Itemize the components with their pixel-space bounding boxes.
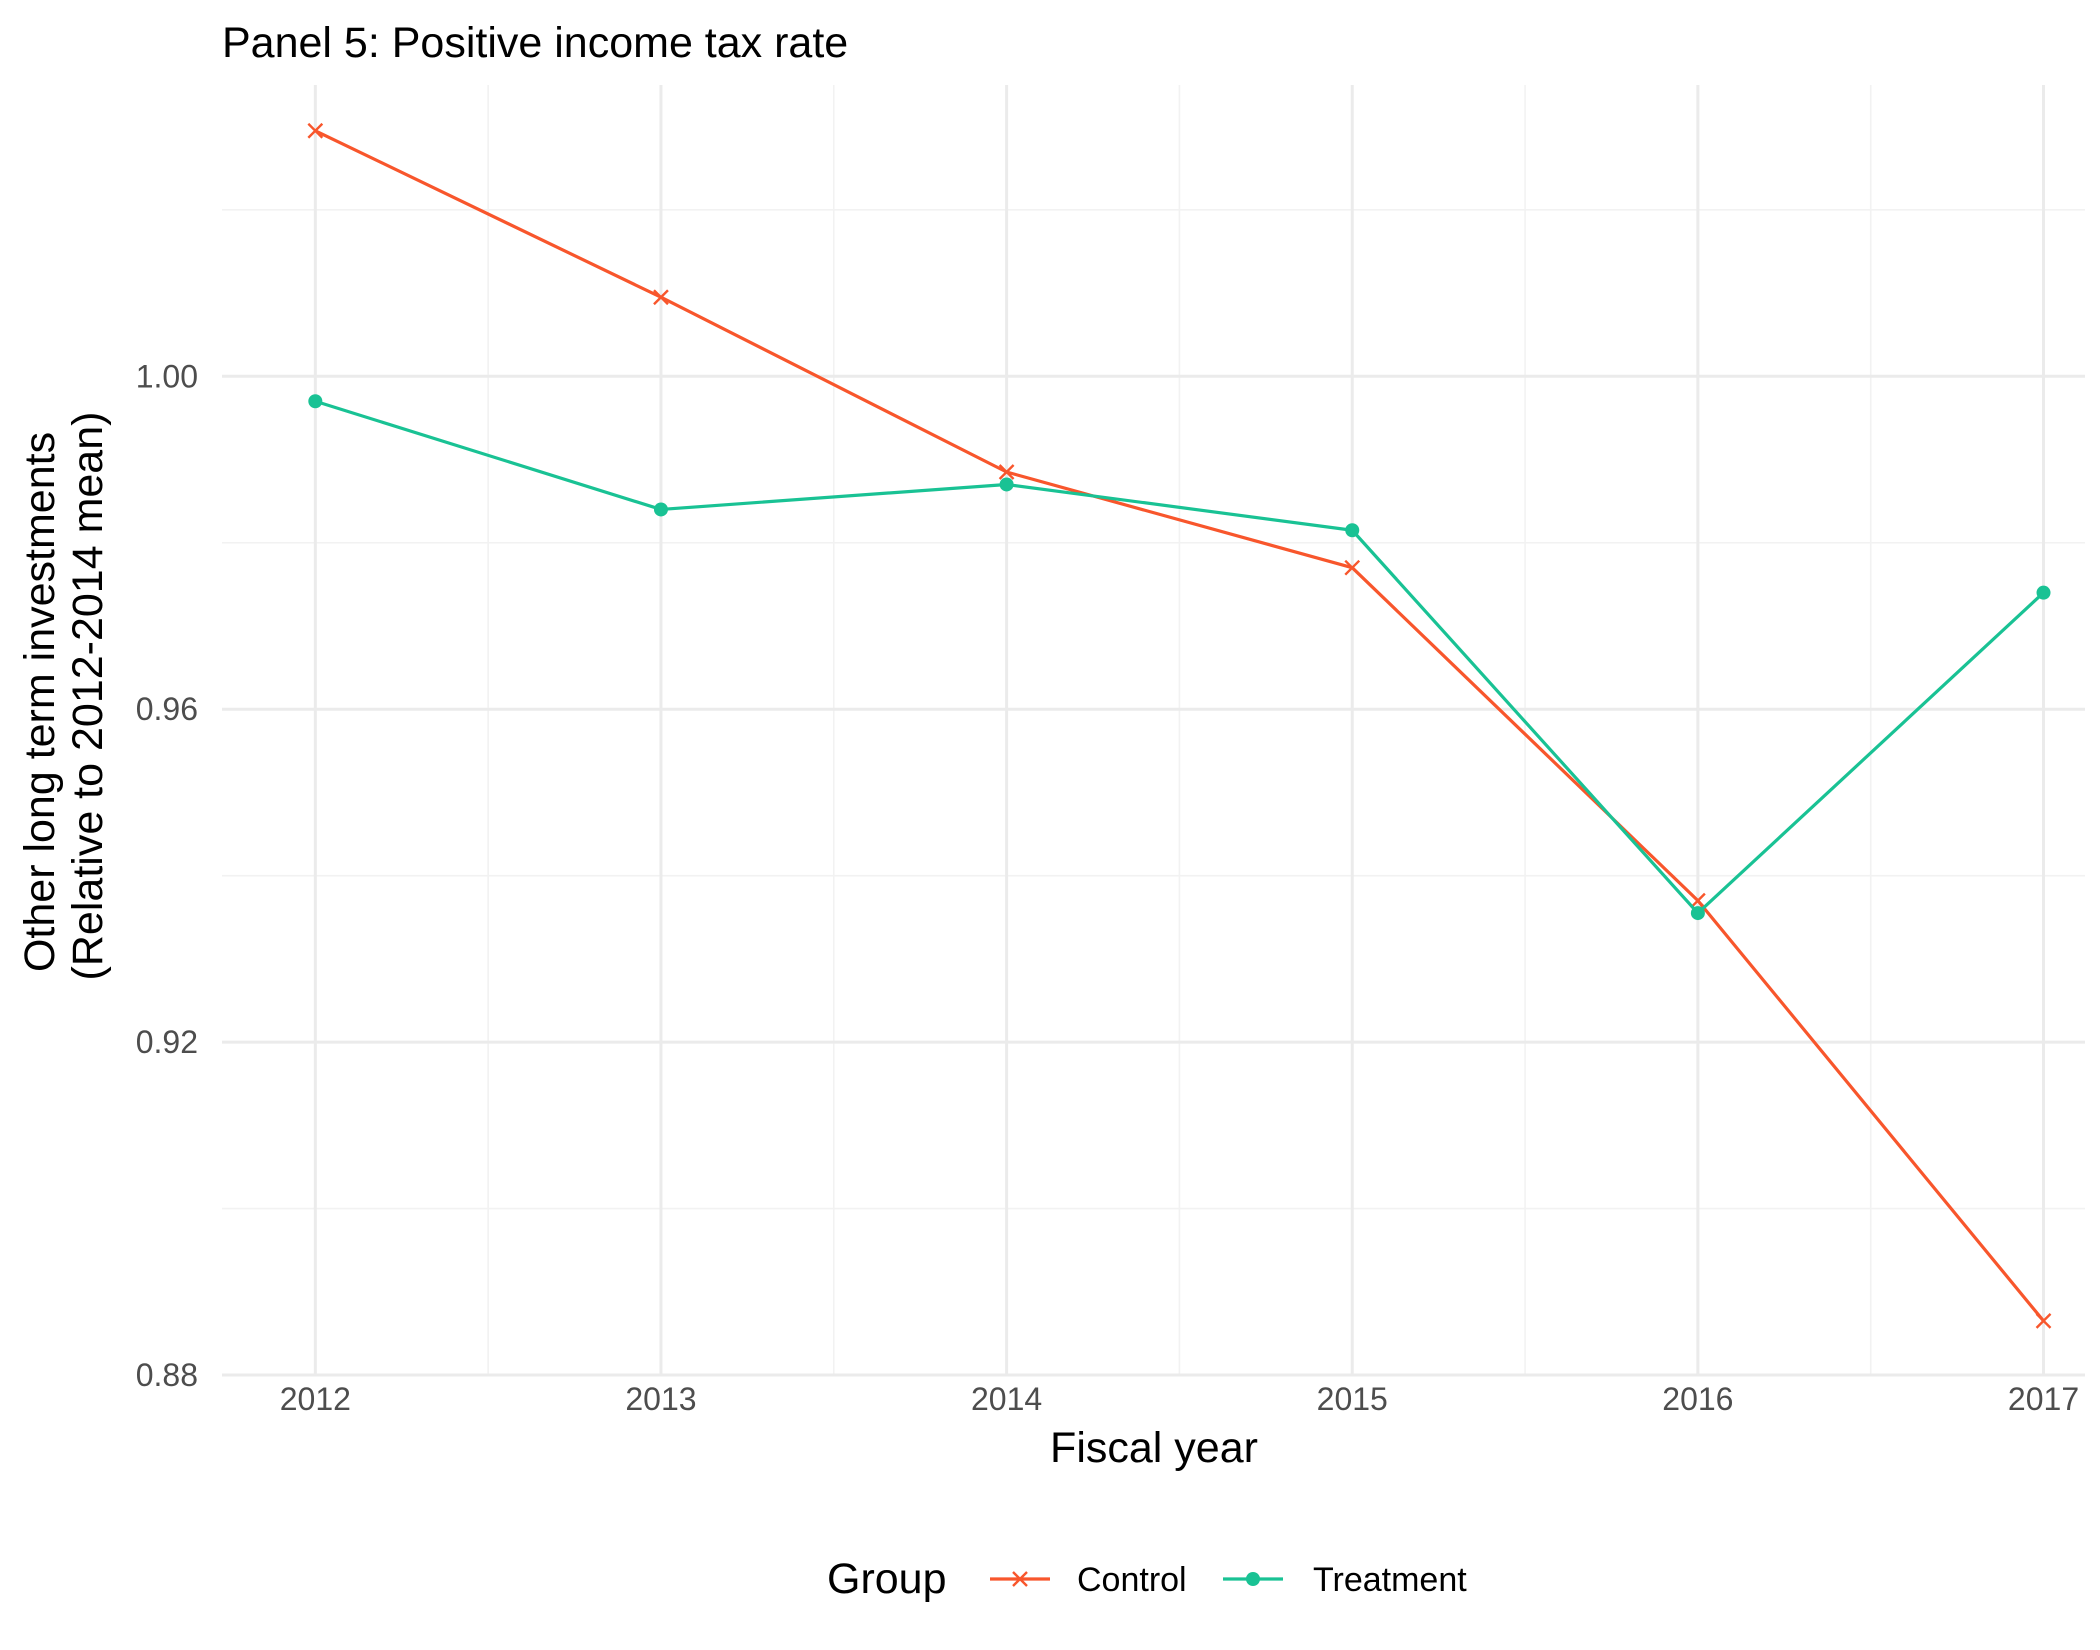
control-point [2035,1313,2052,1329]
y-tick-label: 0.96 [136,691,198,727]
legend-label-control: Control [1077,1561,1187,1599]
legend-title: Group [827,1555,947,1603]
legend-key-treatment [1223,1572,1283,1586]
control-point [307,122,324,139]
x-tick-label: 2016 [1662,1381,1733,1417]
treatment-point [999,477,1014,492]
control-line [314,129,2045,1322]
x-axis-ticks: 2012 2013 2014 2015 2016 2017 [280,1381,2079,1417]
x-tick-label: 2015 [1317,1381,1388,1417]
x-tick-label: 2014 [971,1381,1042,1417]
legend-key-marker [1246,1572,1260,1586]
x-tick-label: 2013 [625,1381,696,1417]
control-point [1344,559,1361,576]
control-point [653,289,669,306]
legend-label-treatment: Treatment [1313,1561,1467,1599]
series-control [307,122,2052,1329]
treatment-point [2036,585,2051,600]
y-axis-title-line-1: Other long term investments [16,432,64,972]
y-axis-title-line-2: (Relative to 2012-2014 mean) [64,412,112,981]
control-point [998,464,1015,480]
chart-title: Panel 5: Positive income tax rate [222,19,848,67]
treatment-line [314,399,2045,915]
x-axis-title: Fiscal year [1050,1424,1258,1472]
treatment-point [653,502,668,517]
treatment-point [1690,906,1705,921]
x-tick-label: 2017 [2008,1381,2079,1417]
y-tick-label: 0.88 [136,1357,198,1393]
y-axis-ticks: 0.88 0.92 0.96 1.00 [136,358,198,1393]
series-treatment [308,394,2051,921]
gridlines [222,85,2085,1377]
control-point [1690,892,1706,909]
legend-key-marker [1012,1571,1028,1587]
y-axis-title: Other long term investments (Relative to… [16,412,112,981]
legend-key-control [990,1571,1050,1587]
y-tick-label: 0.92 [136,1024,198,1060]
legend: Group Control Treatment [827,1555,1467,1603]
y-tick-label: 1.00 [136,358,198,394]
series-layer [307,122,2052,1329]
treatment-point [308,394,323,409]
treatment-point [1345,523,1360,538]
x-tick-label: 2012 [280,1381,351,1417]
